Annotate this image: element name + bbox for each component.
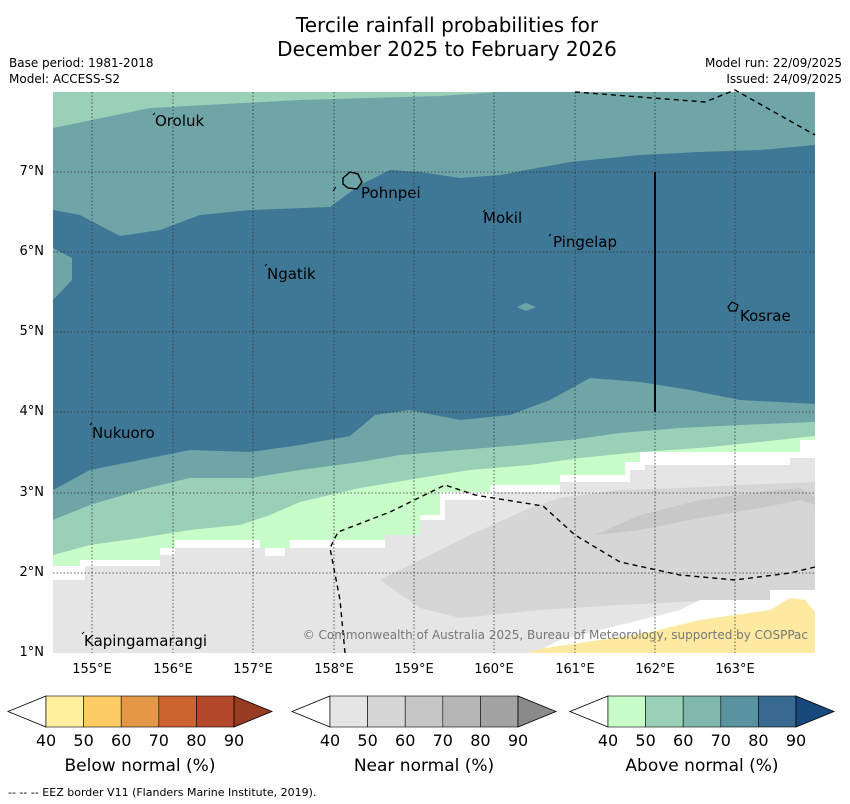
lon-label-158e: 158°E bbox=[314, 662, 354, 677]
colorbar-near-segment-5 bbox=[480, 695, 519, 728]
colorbar-below-tick-70: 70 bbox=[148, 731, 169, 750]
nukuoro-mark bbox=[89, 422, 93, 426]
colorbar-near bbox=[290, 695, 558, 728]
eez-border-south bbox=[329, 484, 816, 654]
colorbar-near-max-extend bbox=[517, 695, 558, 728]
place-mokil: Mokil bbox=[483, 209, 523, 227]
colorbar-below-segment-5 bbox=[196, 695, 235, 728]
colorbar-near-tick-90: 90 bbox=[507, 731, 529, 750]
map-title: Tercile rainfall probabilities for Decem… bbox=[0, 13, 850, 61]
oroluk-mark bbox=[152, 112, 156, 116]
colorbar-above-segment-1 bbox=[607, 695, 646, 728]
mokil-mark bbox=[482, 209, 486, 213]
place-kosrae: Kosrae bbox=[740, 307, 791, 325]
colorbar-near-tick-80: 80 bbox=[470, 731, 491, 750]
title-line-2: December 2025 to February 2026 bbox=[277, 37, 617, 61]
lat-label-4n: 4°N bbox=[19, 404, 45, 419]
colorbar-above-segment-5 bbox=[758, 695, 797, 728]
colorbar-below-tick-90: 90 bbox=[223, 731, 245, 750]
colorbar-above-tick-60: 60 bbox=[673, 731, 694, 750]
lon-label-156e: 156°E bbox=[153, 662, 193, 677]
colorbar-near-segment-4 bbox=[442, 695, 481, 728]
colorbar-below-segment-4 bbox=[158, 695, 197, 728]
colorbar-below-min-extend bbox=[6, 695, 47, 728]
pohnpei-island bbox=[342, 171, 363, 190]
lat-label-3n: 3°N bbox=[19, 485, 45, 500]
kapingamarangi-mark bbox=[81, 631, 85, 635]
colorbar-above-segment-2 bbox=[645, 695, 684, 728]
colorbar-below-tick-40: 40 bbox=[35, 731, 57, 750]
meta-left: Base period: 1981-2018 Model: ACCESS-S2 bbox=[9, 55, 154, 87]
colorbar-above-tick-90: 90 bbox=[785, 731, 807, 750]
issued-date: Issued: 24/09/2025 bbox=[726, 72, 842, 86]
colorbar-above-tick-70: 70 bbox=[710, 731, 731, 750]
eez-footnote: -- -- -- EEZ border V11 (Flanders Marine… bbox=[8, 786, 317, 799]
colorbar-near-tick-50: 50 bbox=[357, 731, 378, 750]
place-kapingamarangi: Kapingamarangi bbox=[84, 632, 208, 650]
colorbar-above bbox=[568, 695, 836, 728]
colorbar-above-title: Above normal (%) bbox=[625, 756, 779, 776]
title-line-1: Tercile rainfall probabilities for bbox=[295, 13, 599, 37]
colorbar-below bbox=[6, 695, 274, 728]
colorbar-above-tick-40: 40 bbox=[597, 731, 619, 750]
lon-label-162e: 162°E bbox=[635, 662, 675, 677]
colorbar-above-tick-80: 80 bbox=[748, 731, 769, 750]
lat-label-2n: 2°N bbox=[19, 565, 45, 580]
colorbar-below-tick-60: 60 bbox=[111, 731, 132, 750]
map-field bbox=[53, 92, 815, 653]
ant-island bbox=[332, 186, 337, 192]
colorbar-near-segment-3 bbox=[404, 695, 444, 728]
lon-label-161e: 161°E bbox=[555, 662, 595, 677]
place-pohnpei: Pohnpei bbox=[361, 184, 421, 202]
colorbar-below-max-extend bbox=[233, 695, 274, 728]
colorbar-above-segment-4 bbox=[720, 695, 759, 728]
colorbar-near-tick-40: 40 bbox=[319, 731, 341, 750]
ngatik-mark bbox=[264, 263, 268, 267]
place-oroluk: Oroluk bbox=[155, 112, 205, 130]
kosrae-island bbox=[727, 301, 739, 312]
pingelap-mark bbox=[548, 233, 552, 237]
lon-label-157e: 157°E bbox=[233, 662, 273, 677]
colorbar-below-segment-2 bbox=[83, 695, 122, 728]
colorbar-below-tick-50: 50 bbox=[73, 731, 94, 750]
colorbar-near-segment-2 bbox=[367, 695, 406, 728]
colorbar-near-segment-1 bbox=[329, 695, 368, 728]
atoll-marks bbox=[81, 112, 552, 635]
place-pingelap: Pingelap bbox=[553, 233, 618, 251]
lon-label-159e: 159°E bbox=[394, 662, 434, 677]
eez-border-north bbox=[574, 89, 816, 136]
band-below-40 bbox=[527, 598, 815, 653]
lon-label-163e: 163°E bbox=[715, 662, 755, 677]
place-ngatik: Ngatik bbox=[267, 265, 316, 283]
colorbar-near-tick-60: 60 bbox=[395, 731, 416, 750]
lat-label-1n: 1°N bbox=[19, 645, 45, 660]
colorbar-above-segment-3 bbox=[682, 695, 722, 728]
copyright-notice: © Commonwealth of Australia 2025, Bureau… bbox=[302, 628, 808, 642]
colorbar-above-tick-50: 50 bbox=[635, 731, 656, 750]
place-nukuoro: Nukuoro bbox=[92, 424, 155, 442]
colorbar-near-min-extend bbox=[290, 695, 331, 728]
band-near-60 bbox=[595, 488, 815, 535]
colorbar-above-min-extend bbox=[568, 695, 609, 728]
small-patch bbox=[517, 303, 536, 311]
colorbar-below-segment-3 bbox=[120, 695, 160, 728]
colorbar-near-tick-70: 70 bbox=[432, 731, 453, 750]
colorbar-below-title: Below normal (%) bbox=[64, 756, 216, 776]
lat-label-7n: 7°N bbox=[19, 164, 45, 179]
colorbar-below-segment-1 bbox=[45, 695, 84, 728]
colorbar-below-tick-80: 80 bbox=[186, 731, 207, 750]
eez-borders bbox=[329, 89, 816, 654]
colorbar-near-title: Near normal (%) bbox=[353, 756, 495, 776]
lon-label-155e: 155°E bbox=[72, 662, 112, 677]
model-run: Model run: 22/09/2025 bbox=[704, 56, 842, 70]
meta-right: Model run: 22/09/2025 Issued: 24/09/2025 bbox=[705, 55, 842, 87]
lat-label-6n: 6°N bbox=[19, 244, 45, 259]
lat-label-5n: 5°N bbox=[19, 324, 45, 339]
lon-label-160e: 160°E bbox=[474, 662, 514, 677]
colorbar-above-max-extend bbox=[795, 695, 836, 728]
model-name: Model: ACCESS-S2 bbox=[9, 72, 121, 86]
base-period: Base period: 1981-2018 bbox=[9, 56, 154, 70]
